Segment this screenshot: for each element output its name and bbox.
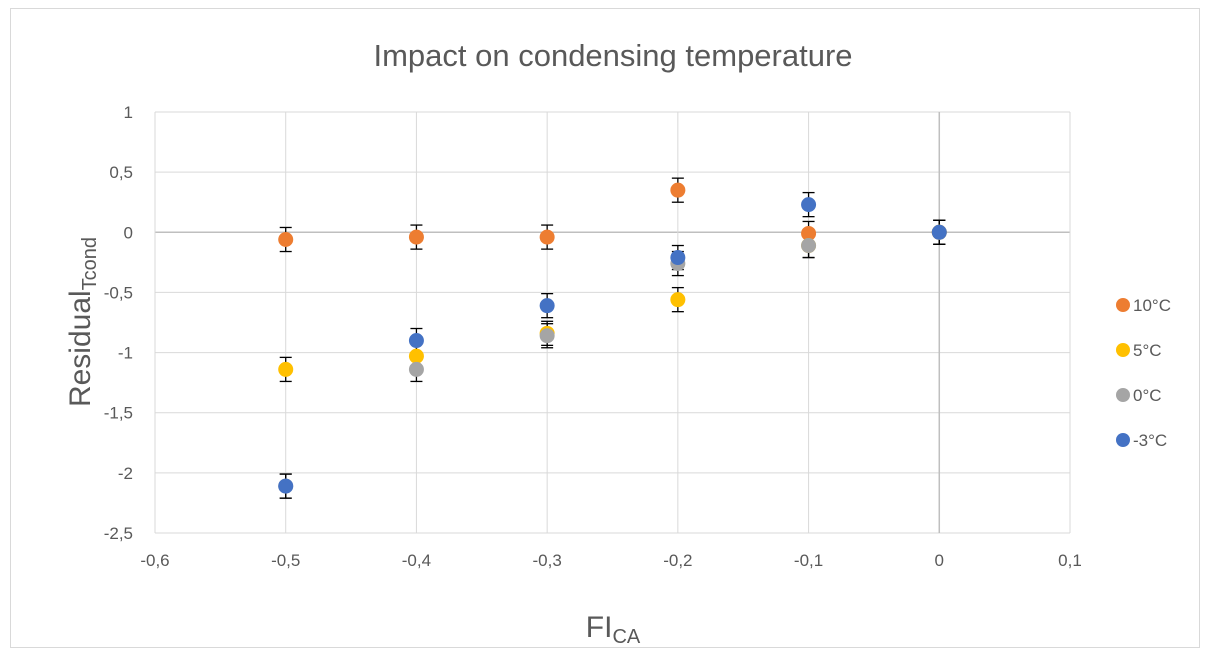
- legend: 10°C 5°C 0°C -3°C: [1116, 296, 1171, 450]
- y-tick-label: 1: [124, 103, 133, 122]
- data-point: [408, 361, 424, 377]
- x-tick-label: -0,1: [794, 551, 823, 570]
- data-point: [801, 225, 817, 241]
- data-points: [278, 182, 947, 494]
- legend-item: -3°C: [1116, 431, 1167, 450]
- x-tick-label: -0,2: [663, 551, 692, 570]
- data-point: [801, 197, 817, 213]
- legend-label: -3°C: [1133, 431, 1167, 450]
- y-axis-label-subscript: Tcond: [79, 237, 101, 290]
- x-tick-label: -0,5: [271, 551, 300, 570]
- y-axis-label-main: Residual: [64, 290, 97, 407]
- x-tick-labels: -0,6 -0,5 -0,4 -0,3 -0,2 -0,1 0 0,1: [140, 551, 1081, 570]
- data-point: [278, 361, 294, 377]
- data-point: [539, 298, 555, 314]
- data-point: [278, 232, 294, 248]
- x-tick-label: -0,3: [532, 551, 561, 570]
- legend-label: 0°C: [1133, 386, 1162, 405]
- legend-marker: [1116, 343, 1130, 357]
- data-point: [670, 292, 686, 308]
- legend-marker: [1116, 433, 1130, 447]
- data-point: [408, 229, 424, 245]
- error-bars: [279, 177, 946, 499]
- y-tick-labels: 1 0,5 0 -0,5 -1 -1,5 -2 -2,5: [104, 103, 133, 543]
- data-point: [408, 348, 424, 364]
- data-point: [278, 478, 294, 494]
- y-tick-label: 0,5: [109, 163, 133, 182]
- y-tick-label: -1,5: [104, 404, 133, 423]
- x-axis-label-main: FI: [586, 611, 613, 644]
- y-tick-label: -1: [118, 344, 133, 363]
- y-axis-title: ResidualTcond: [64, 237, 101, 407]
- chart-area: [10, 8, 1200, 648]
- data-point: [801, 238, 817, 254]
- chart-title: Impact on condensing temperature: [373, 38, 852, 73]
- legend-item: 0°C: [1116, 386, 1162, 405]
- y-tick-label: -2,5: [104, 524, 133, 543]
- legend-item: 5°C: [1116, 341, 1162, 360]
- data-point: [931, 224, 947, 240]
- x-tick-label: -0,4: [402, 551, 431, 570]
- data-point: [408, 333, 424, 349]
- data-point: [539, 229, 555, 245]
- x-tick-label: 0,1: [1058, 551, 1082, 570]
- legend-label: 10°C: [1133, 296, 1171, 315]
- x-axis-title: FICA: [586, 611, 641, 648]
- legend-item: 10°C: [1116, 296, 1171, 315]
- data-point: [539, 328, 555, 344]
- data-point: [670, 182, 686, 198]
- x-tick-label: -0,6: [140, 551, 169, 570]
- x-tick-label: 0: [935, 551, 944, 570]
- y-tick-label: -0,5: [104, 283, 133, 302]
- y-tick-label: 0: [124, 223, 133, 242]
- x-axis-label-subscript: CA: [612, 626, 640, 648]
- legend-marker: [1116, 298, 1130, 312]
- data-point: [670, 250, 686, 266]
- legend-marker: [1116, 388, 1130, 402]
- y-tick-label: -2: [118, 464, 133, 483]
- legend-label: 5°C: [1133, 341, 1162, 360]
- gridlines: [154, 111, 1071, 534]
